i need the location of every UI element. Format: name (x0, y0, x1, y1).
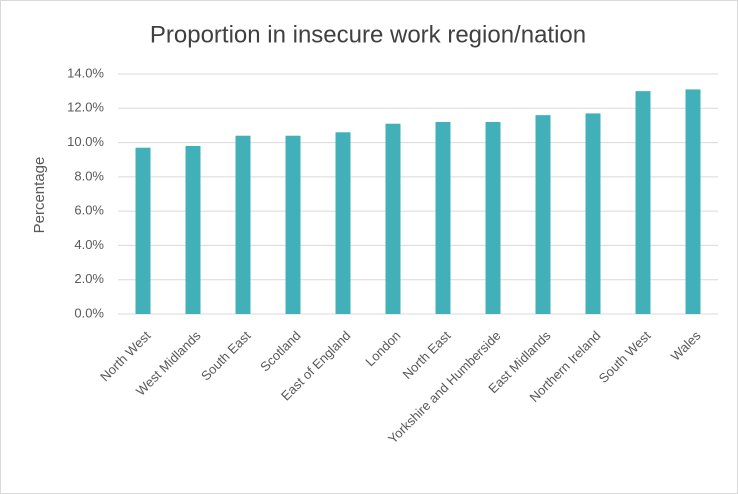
chart-title: Proportion in insecure work region/natio… (150, 21, 586, 48)
y-tick-label: 14.0% (67, 65, 104, 80)
bar (585, 113, 601, 314)
y-tick-label: 4.0% (74, 237, 104, 252)
y-tick-label: 0.0% (74, 305, 104, 320)
y-axis-title: Percentage (31, 157, 48, 234)
bar (435, 122, 451, 314)
bar (685, 89, 701, 314)
bar (285, 135, 301, 314)
bar (335, 132, 351, 314)
y-tick-label: 2.0% (74, 271, 104, 286)
y-tick-label: 12.0% (67, 100, 104, 115)
bar (235, 135, 251, 314)
bar (535, 115, 551, 315)
y-tick-label: 6.0% (74, 203, 104, 218)
y-tick-label: 8.0% (74, 168, 104, 183)
bar (135, 147, 151, 314)
bar (385, 123, 401, 314)
bar (485, 122, 501, 314)
y-tick-label: 10.0% (67, 134, 104, 149)
bar (185, 146, 201, 314)
bar (635, 91, 651, 315)
